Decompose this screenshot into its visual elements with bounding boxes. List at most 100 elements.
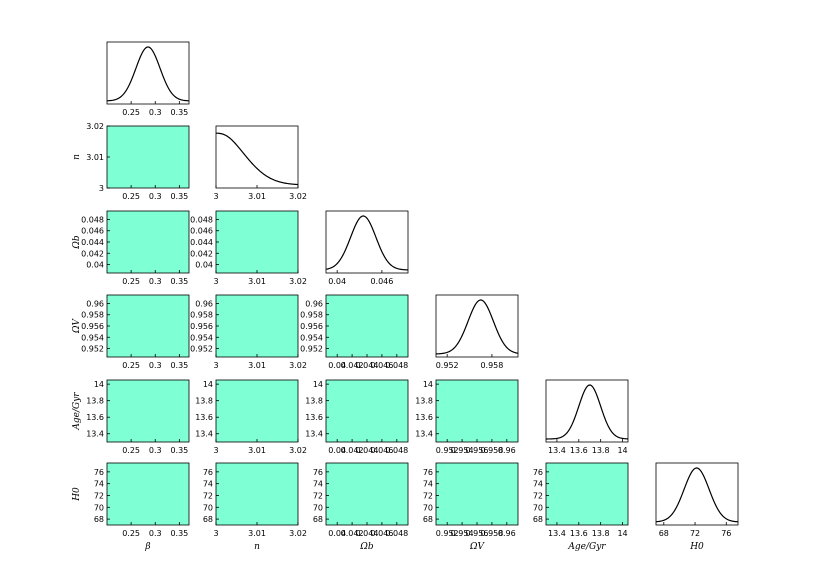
x-tick-label: 3.02 [289,529,307,538]
marginal-panel-n: 3 3.01 3.02 [213,125,307,201]
x-tick-label: 14 [617,529,627,538]
marginal-frame [325,210,409,274]
joint-panel-omega_v-vs-beta: 0.25 0.3 0.35 0.952 0.954 0.956 0.958 0.96 [81,294,190,370]
y-tick-label: 0.952 [190,345,213,354]
marginal-tick-label: 0.958 [480,361,503,370]
joint-background [107,463,189,525]
y-tick-label: 13.8 [195,397,213,406]
y-tick-label: 0.048 [81,215,104,224]
x-tick-label: 3 [213,277,218,286]
x-tick-label: 0.25 [122,192,140,201]
x-tick-label: 0.954 [451,529,474,538]
y-tick-label: 76 [533,468,543,477]
y-tick-label: 74 [313,480,323,489]
marginal-curve [215,132,299,186]
y-tick-label: 0.04 [195,261,213,270]
y-tick-label: 68 [533,515,543,524]
marginal-frame [215,125,299,189]
y-tick-label: 0.958 [81,311,104,320]
y-tick-label: 0.96 [195,299,213,308]
x-tick-label: 0.35 [170,361,188,370]
y-tick-label: 0.954 [300,333,323,342]
y-tick-label: 3.01 [86,153,104,162]
joint-panel-age-vs-beta: 0.25 0.3 0.35 13.4 13.6 13.8 14 [86,379,190,455]
joint-background [436,380,518,442]
joint-background [326,380,408,442]
marginal-tick-label: 72 [690,529,700,538]
x-tick-label: 0.25 [122,446,140,455]
y-tick-label: 74 [423,480,433,489]
joint-panel-age-vs-n: 3 3.01 3.02 13.4 13.6 13.8 14 [195,379,307,455]
x-tick-label: 0.3 [149,361,162,370]
marginal-tick-label: 0.35 [170,108,188,117]
y-tick-label: 13.4 [195,430,213,439]
x-tick-label: 0.3 [149,529,162,538]
x-tick-label: 0.956 [466,529,489,538]
y-tick-label: 0.96 [86,299,104,308]
y-tick-label: 14 [423,380,433,389]
y-tick-label: 72 [94,491,104,500]
marginal-tick-label: 0.25 [122,108,140,117]
joint-background [216,211,298,273]
x-tick-label: 3.01 [248,361,266,370]
joint-panel-h0-vs-beta: 0.25 0.3 0.35 68 70 72 74 76 [94,462,190,538]
marginal-frame [435,294,519,358]
x-tick-label: 13.6 [570,529,588,538]
joint-background [107,126,189,188]
x-tick-label: 0.04 [328,529,346,538]
marginal-tick-label: 76 [721,529,731,538]
y-tick-label: 74 [533,480,543,489]
y-axis-title-age: Age/Gyr [72,392,82,431]
x-tick-label: 0.044 [356,361,379,370]
y-tick-label: 70 [203,503,213,512]
x-tick-label: 0.04 [328,446,346,455]
joint-background [216,380,298,442]
y-tick-label: 0.954 [190,333,213,342]
x-tick-label: 0.35 [170,277,188,286]
y-tick-label: 0.956 [190,322,213,331]
y-tick-label: 74 [94,480,104,489]
y-tick-label: 0.954 [81,333,104,342]
y-tick-label: 76 [313,468,323,477]
marginal-tick-label: 13.6 [570,446,588,455]
y-tick-label: 72 [203,491,213,500]
x-tick-label: 0.25 [122,361,140,370]
marginal-tick-label: 0.3 [149,108,162,117]
y-tick-label: 13.6 [415,413,433,422]
y-tick-label: 13.8 [415,397,433,406]
x-tick-label: 3 [213,529,218,538]
joint-panel-n-vs-beta: 0.25 0.3 0.35 3 3.01 3.02 [86,122,190,201]
marginal-curve [546,384,629,440]
x-tick-label: 0.25 [122,529,140,538]
joint-background [326,463,408,525]
marginal-frame [655,462,739,526]
joint-background [436,463,518,525]
marginal-tick-label: 13.4 [548,446,566,455]
x-tick-label: 0.042 [341,446,364,455]
joint-background [216,463,298,525]
x-axis-title-n: n [254,542,260,552]
y-tick-label: 0.044 [81,238,104,247]
x-tick-label: 3 [213,361,218,370]
y-tick-label: 0.952 [81,345,104,354]
x-tick-label: 13.4 [548,529,566,538]
marginal-frame [106,41,190,105]
x-tick-label: 0.048 [385,446,408,455]
y-tick-label: 0.958 [190,311,213,320]
x-tick-label: 0.048 [385,361,408,370]
marginal-tick-label: 3.02 [289,192,307,201]
x-tick-label: 0.35 [170,529,188,538]
x-tick-label: 13.8 [592,529,610,538]
x-tick-label: 0.042 [341,529,364,538]
y-tick-label: 0.046 [81,227,104,236]
marginal-tick-label: 3 [213,192,218,201]
y-tick-label: 13.6 [195,413,213,422]
x-tick-label: 0.048 [385,529,408,538]
marginal-tick-label: 13.8 [592,446,610,455]
x-tick-label: 3.01 [248,446,266,455]
y-tick-label: 72 [423,491,433,500]
joint-frame [106,379,190,443]
y-tick-label: 13.6 [86,413,104,422]
